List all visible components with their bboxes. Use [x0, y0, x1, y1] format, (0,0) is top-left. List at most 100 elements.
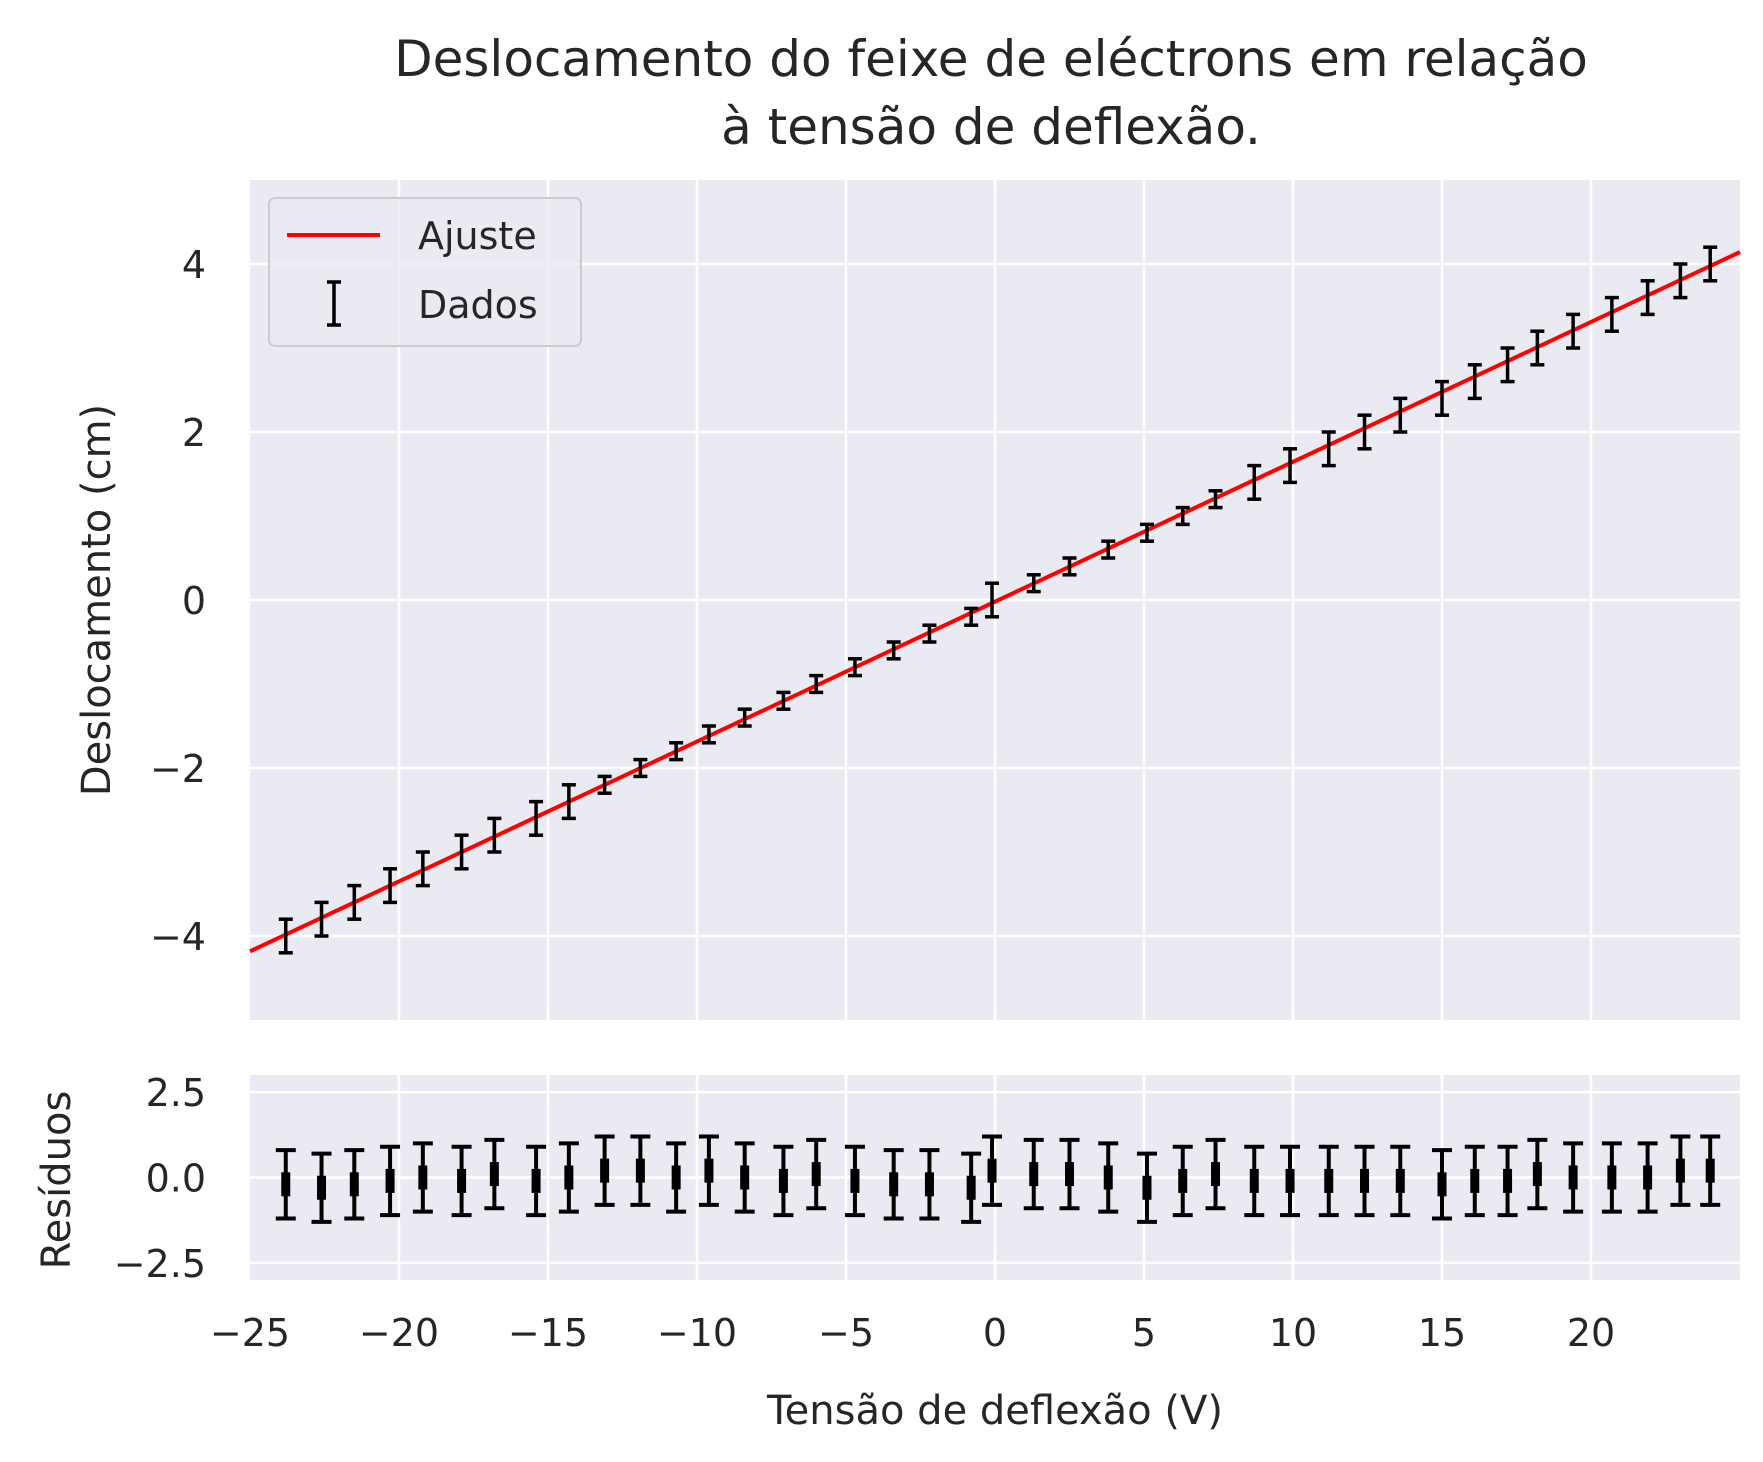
data-point-errorbar	[1640, 279, 1655, 317]
data-point-errorbar	[886, 640, 901, 661]
data-point-errorbar	[1062, 556, 1077, 577]
data-point-errorbar	[809, 673, 824, 695]
residual-point-errorbar	[1527, 1137, 1548, 1211]
data-point-errorbar	[964, 606, 979, 627]
data-point-errorbar	[561, 783, 576, 821]
x-tick-label: −5	[818, 1311, 874, 1355]
data-point-errorbar	[1673, 262, 1688, 300]
residual-point-errorbar	[1318, 1144, 1339, 1218]
residuals-plot: −2.5 0.0 2.5 Resíduos	[34, 1071, 1740, 1286]
main-y-tick-label: −4	[150, 915, 206, 959]
residual-point-errorbar	[883, 1148, 904, 1221]
residual-point-errorbar	[919, 1148, 940, 1221]
residual-point-errorbar	[961, 1151, 982, 1224]
residuals-y-tick-label: 0.0	[146, 1157, 206, 1201]
x-tick-label: 15	[1418, 1311, 1466, 1355]
x-tick-label: 20	[1567, 1311, 1615, 1355]
data-point-errorbar	[314, 900, 329, 938]
residual-point-errorbar	[558, 1141, 579, 1214]
residual-point-errorbar	[484, 1137, 505, 1211]
data-point-errorbar	[1357, 413, 1372, 451]
residual-point-errorbar	[1432, 1148, 1452, 1221]
chart-title-line-1: Deslocamento do feixe de eléctrons em re…	[394, 30, 1588, 88]
data-point-errorbar	[415, 850, 430, 888]
main-y-axis-label: Deslocamento (cm)	[74, 404, 120, 796]
residual-point-errorbar	[666, 1141, 687, 1214]
residual-point-errorbar	[1172, 1144, 1193, 1218]
data-point-errorbar	[487, 816, 502, 854]
x-tick-label: 5	[1132, 1311, 1156, 1355]
x-tick-labels: −25 −20 −15 −10 −5 0 5 10 15 20	[210, 1311, 1615, 1355]
residual-point-errorbar	[311, 1151, 332, 1224]
residual-point-errorbar	[526, 1144, 547, 1218]
residuals-y-axis-label: Resíduos	[34, 1091, 80, 1270]
x-axis-label: Tensão de deflexão (V)	[766, 1388, 1223, 1434]
residual-point-errorbar	[594, 1134, 615, 1207]
data-point-errorbar	[1566, 312, 1581, 350]
residual-point-errorbar	[1601, 1141, 1622, 1214]
data-point-errorbar	[776, 690, 791, 711]
data-point-errorbar	[1283, 447, 1298, 485]
data-points-group	[278, 245, 1718, 955]
residual-point-errorbar	[844, 1144, 865, 1218]
residual-point-errorbar	[1280, 1144, 1301, 1218]
x-tick-label: −20	[359, 1311, 439, 1355]
residuals-y-tick-label: −2.5	[114, 1242, 206, 1286]
residual-point-errorbar	[630, 1134, 651, 1207]
residual-point-errorbar	[1023, 1137, 1044, 1211]
x-tick-label: 0	[983, 1311, 1007, 1355]
residual-point-errorbar	[380, 1144, 401, 1218]
x-tick-label: 10	[1269, 1311, 1317, 1355]
residual-point-errorbar	[734, 1141, 755, 1214]
data-point-errorbar	[1139, 522, 1154, 543]
residual-point-errorbar	[1700, 1134, 1721, 1207]
residuals-y-tick-label: 2.5	[146, 1071, 206, 1115]
data-point-errorbar	[1026, 573, 1041, 594]
data-point-errorbar	[597, 774, 612, 795]
data-point-errorbar	[669, 741, 684, 762]
data-point-errorbar	[383, 867, 398, 905]
data-point-errorbar	[347, 883, 362, 921]
data-point-errorbar	[1703, 245, 1718, 283]
residual-point-errorbar	[451, 1144, 472, 1218]
data-point-errorbar	[737, 707, 752, 728]
legend-data-swatch	[327, 280, 341, 327]
residual-point-errorbar	[1098, 1141, 1119, 1214]
data-point-errorbar	[922, 623, 937, 644]
residual-point-errorbar	[1136, 1151, 1157, 1224]
residual-point-errorbar	[1464, 1144, 1485, 1218]
legend: Ajuste Dados	[268, 197, 582, 347]
data-point-errorbar	[847, 657, 862, 678]
chart-title-line-2: à tensão de deflexão.	[721, 98, 1261, 156]
residual-point-errorbar	[1497, 1144, 1518, 1218]
data-point-errorbar	[529, 799, 544, 837]
data-point-errorbar	[1175, 505, 1190, 527]
main-y-tick-label: 4	[182, 243, 206, 287]
residuals-y-tick-labels: −2.5 0.0 2.5	[114, 1071, 206, 1286]
residual-point-errorbar	[1670, 1134, 1691, 1207]
residual-point-errorbar	[275, 1148, 296, 1221]
data-point-errorbar	[1321, 430, 1336, 468]
x-tick-label: −25	[210, 1311, 290, 1355]
residual-point-errorbar	[698, 1134, 719, 1207]
x-tick-label: −10	[657, 1311, 737, 1355]
residual-points-group	[275, 1134, 1721, 1224]
data-point-errorbar	[1435, 379, 1449, 417]
residual-point-errorbar	[1205, 1137, 1226, 1211]
residual-point-errorbar	[1390, 1144, 1411, 1218]
legend-fit-label: Ajuste	[418, 214, 537, 258]
data-point-errorbar	[1393, 396, 1408, 434]
x-tick-label: −15	[508, 1311, 588, 1355]
residual-point-errorbar	[412, 1141, 433, 1214]
data-point-errorbar	[278, 917, 293, 955]
data-point-errorbar	[633, 757, 648, 779]
data-point-errorbar	[1208, 489, 1223, 510]
data-point-errorbar	[1530, 329, 1545, 367]
data-point-errorbar	[701, 724, 716, 745]
data-point-errorbar	[1604, 295, 1619, 333]
residual-point-errorbar	[344, 1148, 365, 1221]
main-y-tick-labels: −4 −2 0 2 4	[150, 243, 206, 959]
data-point-errorbar	[985, 581, 1000, 619]
residual-point-errorbar	[982, 1134, 1003, 1207]
